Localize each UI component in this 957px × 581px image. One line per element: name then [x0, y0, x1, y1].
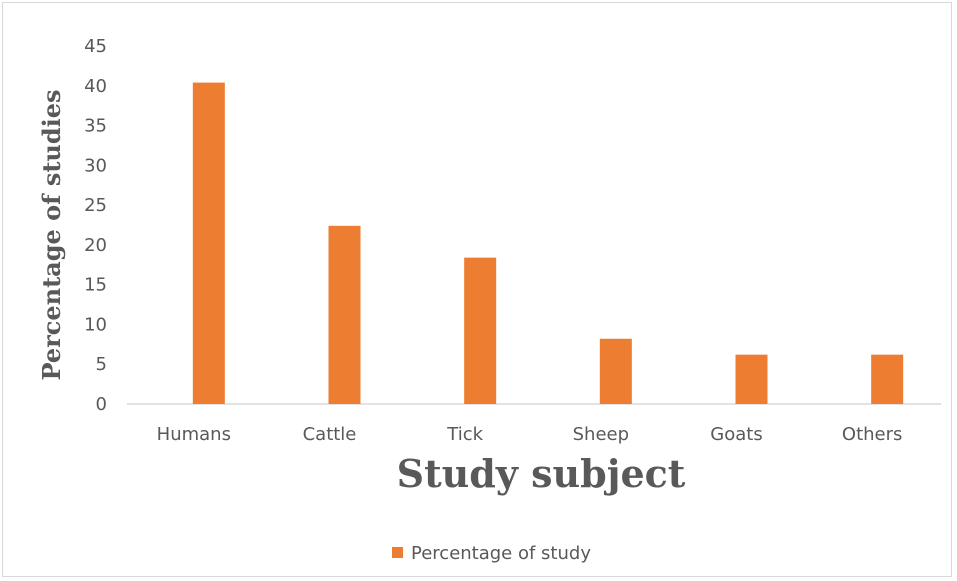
x-tick-label: Goats — [710, 424, 762, 445]
y-axis-title: Percentage of studies — [37, 89, 66, 380]
legend-label: Percentage of study — [411, 543, 591, 564]
y-tick-label: 30 — [84, 155, 107, 176]
bar — [735, 354, 768, 404]
y-tick-label: 20 — [84, 235, 107, 256]
y-tick-label: 0 — [96, 394, 107, 415]
bar — [328, 225, 361, 404]
bar-chart: 0 5 10 15 20 25 30 35 40 45 Humans Cattle Tick Sheep… — [37, 36, 941, 564]
x-tick-label: Tick — [446, 424, 483, 445]
y-tick-label: 25 — [84, 195, 107, 216]
bar — [871, 354, 904, 404]
y-tick-label: 40 — [84, 76, 107, 97]
x-tick-label: Others — [842, 424, 903, 445]
x-axis-ticks: Humans Cattle Tick Sheep Goats Others — [157, 424, 903, 445]
y-tick-label: 10 — [84, 314, 107, 335]
legend: Percentage of study — [392, 543, 591, 564]
y-tick-label: 15 — [84, 275, 107, 296]
x-tick-label: Humans — [157, 424, 231, 445]
x-tick-label: Cattle — [303, 424, 357, 445]
y-axis-ticks: 0 5 10 15 20 25 30 35 40 45 — [84, 36, 107, 415]
x-tick-label: Sheep — [573, 424, 629, 445]
y-tick-label: 35 — [84, 116, 107, 137]
y-tick-label: 45 — [84, 36, 107, 57]
y-tick-label: 5 — [96, 354, 107, 375]
bars — [192, 82, 904, 405]
bar — [599, 338, 632, 404]
legend-swatch — [392, 547, 403, 558]
bar — [192, 82, 225, 405]
x-axis-title: Study subject — [397, 451, 686, 496]
bar — [464, 257, 497, 404]
